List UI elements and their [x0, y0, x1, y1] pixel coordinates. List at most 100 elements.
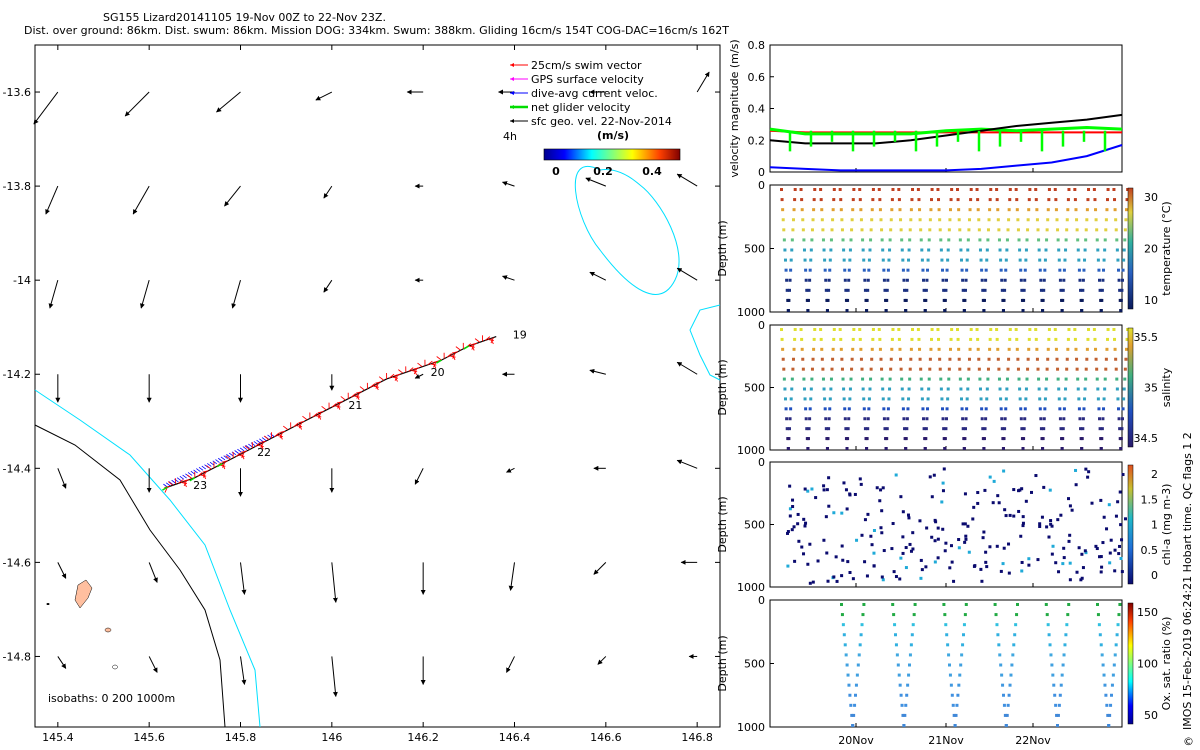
profile-sample [832, 575, 836, 579]
profile-sample [899, 357, 903, 361]
profile-sample [1092, 328, 1096, 331]
profile-sample [863, 518, 867, 522]
profile-sample [948, 566, 952, 570]
profile-sample [846, 427, 850, 431]
profile-sample [904, 447, 908, 450]
profile-sample [1066, 347, 1070, 351]
profile-sample [894, 575, 898, 579]
profile-sample [916, 328, 920, 331]
profile-sample [1095, 367, 1099, 371]
profile-sample [832, 198, 836, 202]
profile-sample [946, 397, 950, 401]
profile-sample [949, 337, 953, 341]
profile-sample [986, 228, 990, 232]
colorbar-tick-label: 0.5 [1141, 544, 1159, 557]
profile-sample [950, 328, 954, 331]
profile-sample [1109, 703, 1113, 707]
profile-sample [969, 198, 973, 202]
profile-sample [1054, 198, 1058, 202]
profile-sample [787, 298, 791, 302]
profile-sample [927, 377, 931, 381]
profile-sample [1007, 542, 1011, 546]
dive-avg-current-vector [193, 469, 198, 474]
swim-vector [334, 405, 341, 408]
profile-sample [1116, 500, 1120, 504]
profile-sample [1046, 208, 1050, 212]
swim-vector [449, 355, 456, 358]
dive-avg-current-vector [259, 438, 264, 443]
colorbar-tick-label: 0.2 [593, 165, 613, 178]
profile-sample [880, 238, 884, 242]
profile-sample [1027, 557, 1031, 561]
profile-sample [861, 377, 865, 381]
profile-sample [961, 427, 965, 431]
profile-sample [1115, 248, 1119, 252]
profile-sample [994, 613, 998, 617]
profile-sample [860, 533, 864, 537]
profile-sample [843, 278, 847, 282]
profile-sample [1083, 248, 1087, 252]
profile-sample [957, 218, 961, 222]
profile-sample [966, 377, 970, 381]
velocity-series-line [769, 113, 1123, 145]
profile-sample [843, 417, 847, 421]
profile-sample [792, 525, 796, 529]
profile-sample [850, 228, 854, 232]
profile-sample [977, 357, 981, 361]
profile-sample [1111, 673, 1115, 677]
panel-axes-box [769, 44, 1123, 173]
profile-sample [1115, 377, 1119, 381]
profile-sample [781, 347, 785, 351]
profile-sample [1123, 377, 1127, 381]
profile-sample [1005, 238, 1009, 242]
profile-sample [879, 218, 883, 222]
profile-sample [841, 377, 845, 381]
profile-sample [780, 337, 784, 341]
profile-sample [981, 288, 985, 292]
profile-sample [800, 347, 804, 351]
profile-sample [1102, 258, 1106, 262]
profile-sample [894, 633, 897, 637]
profile-sample [1027, 208, 1031, 212]
colorbar-tick-label: 34.5 [1134, 432, 1159, 445]
profile-sample [831, 208, 835, 212]
profile-sample [1070, 508, 1074, 512]
profile-sample [1103, 238, 1107, 242]
profile-sample [889, 357, 893, 361]
profile-sample [852, 713, 856, 717]
profile-sample [851, 577, 855, 581]
profile-sample [938, 218, 942, 222]
profile-sample [844, 427, 848, 431]
profile-sample [919, 228, 923, 232]
profile-sample [1036, 367, 1040, 371]
profile-sample [978, 238, 982, 242]
profile-sample [925, 278, 929, 282]
profile-sample [901, 535, 905, 539]
y-tick-label: 500 [744, 658, 765, 671]
profile-sample [947, 377, 951, 381]
profile-sample [793, 198, 797, 202]
profile-sample [926, 397, 930, 401]
profile-sample [983, 288, 987, 292]
profile-sample [928, 228, 932, 232]
profile-sample [898, 683, 902, 687]
profile-sample [925, 526, 929, 530]
profile-sample [1023, 278, 1027, 282]
profile-sample [956, 198, 960, 202]
profile-sample [910, 198, 914, 202]
swim-vector [200, 474, 207, 477]
profile-sample [1043, 407, 1047, 411]
profile-sample [809, 387, 813, 391]
profile-sample [1062, 546, 1066, 550]
profile-sample [903, 713, 907, 717]
profile-sample [890, 547, 894, 551]
profile-sample [922, 417, 926, 421]
swim-vector [202, 470, 209, 473]
profile-sample [1006, 367, 1010, 371]
profile-sample [867, 268, 871, 272]
profile-sample [1054, 208, 1058, 212]
profile-sample [1049, 522, 1053, 526]
profile-sample [1020, 288, 1024, 292]
reef-islet [46, 603, 50, 605]
profile-sample [1017, 238, 1021, 242]
